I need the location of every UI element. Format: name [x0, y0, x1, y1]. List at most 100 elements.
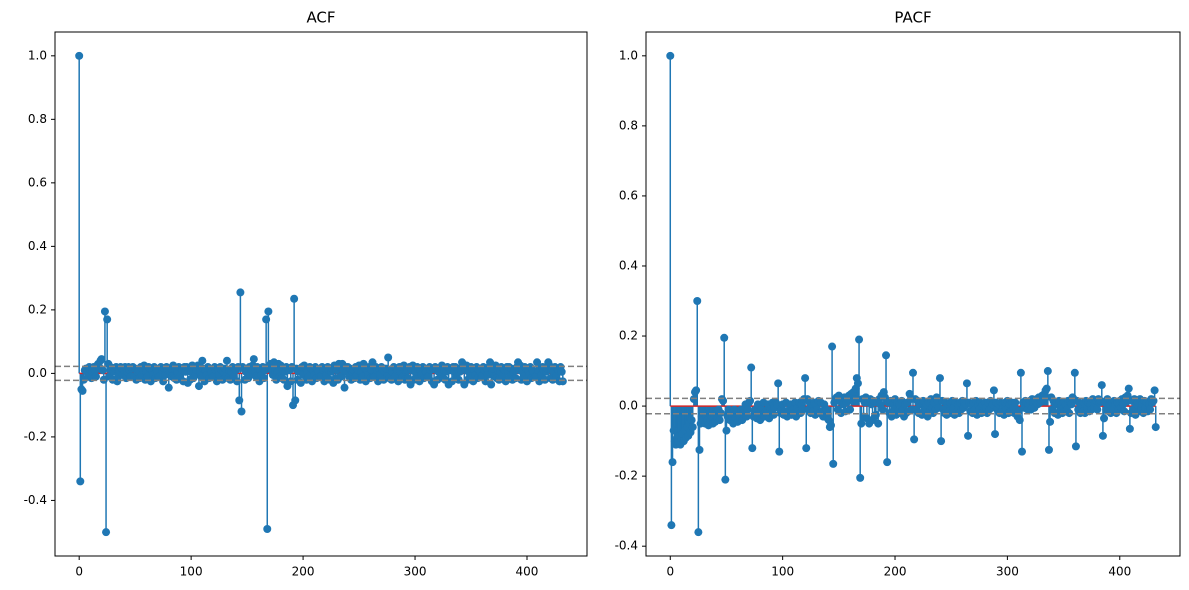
stem-marker: [883, 458, 892, 467]
stem-marker: [829, 459, 838, 468]
stem-marker: [721, 475, 730, 484]
stem-marker: [1070, 368, 1079, 377]
stem-marker: [856, 473, 865, 482]
stem-marker: [692, 386, 701, 395]
stem-marker: [1151, 423, 1160, 432]
stem-marker: [1098, 431, 1107, 440]
stem-marker: [774, 379, 783, 388]
y-tick-label: 0.2: [619, 329, 638, 343]
stem-marker: [557, 367, 566, 376]
stem-marker: [874, 419, 883, 428]
stem-marker: [798, 405, 807, 414]
y-tick-label: 0.0: [28, 366, 47, 380]
stem-marker: [98, 366, 107, 375]
stem-marker: [743, 405, 752, 414]
stem-marker: [742, 412, 751, 421]
stem-marker: [286, 377, 295, 386]
stem-marker: [1093, 405, 1102, 414]
stem-marker: [558, 377, 567, 386]
stem-marker: [487, 380, 496, 389]
stem-marker: [1097, 381, 1106, 390]
x-tick-label: 300: [404, 565, 427, 579]
y-tick-label: 0.2: [28, 302, 47, 316]
stem-marker: [855, 335, 864, 344]
stem-marker: [1044, 445, 1053, 454]
x-tick-label: 200: [884, 565, 907, 579]
stem-marker: [962, 379, 971, 388]
stem-marker: [76, 477, 85, 486]
stem-marker: [1123, 391, 1132, 400]
stem-marker: [1146, 405, 1155, 414]
stem-marker: [989, 386, 998, 395]
stem-marker: [233, 377, 242, 386]
stem-marker: [722, 426, 731, 435]
stem-marker: [694, 528, 703, 537]
stem-marker: [454, 375, 463, 384]
stem-marker: [668, 458, 677, 467]
stem-marker: [1043, 367, 1052, 376]
stem-marker: [222, 356, 231, 365]
y-tick-label: -0.4: [615, 539, 638, 553]
stem-marker: [826, 421, 835, 430]
stem-marker: [688, 423, 697, 432]
stem-marker: [748, 444, 757, 453]
y-tick-label: -0.4: [24, 493, 47, 507]
stem-marker: [1011, 398, 1020, 407]
stem-marker: [78, 386, 87, 395]
y-tick-label: 0.6: [619, 188, 638, 202]
stem-marker: [159, 377, 168, 386]
stem-marker: [235, 396, 244, 405]
stem-marker: [693, 297, 702, 306]
stem-marker: [878, 405, 887, 414]
stem-marker: [882, 351, 891, 360]
stem-marker: [1016, 368, 1025, 377]
stem-marker: [769, 410, 778, 419]
stem-marker: [103, 315, 112, 324]
stem-marker: [857, 419, 866, 428]
stem-marker: [340, 383, 349, 392]
stem-marker: [687, 416, 696, 425]
y-tick-label: 1.0: [619, 48, 638, 62]
stem-marker: [236, 288, 245, 297]
y-tick-label: 0.8: [28, 112, 47, 126]
stem-marker: [964, 431, 973, 440]
x-tick-label: 400: [516, 565, 539, 579]
stem-marker: [801, 374, 810, 383]
stem-marker: [802, 444, 811, 453]
stem-marker: [747, 363, 756, 372]
stem-marker: [669, 426, 678, 435]
stem-marker: [290, 294, 299, 303]
x-tick-label: 0: [666, 565, 674, 579]
stem-marker: [828, 342, 837, 351]
plot-area: PACF -0.4 -0.2 0.0 0.2 0.4 0.6 0.8 1.0 0 100 200 300…: [615, 9, 1181, 579]
stem-marker: [75, 51, 84, 60]
y-tick-label: -0.2: [24, 429, 47, 443]
stem-marker: [853, 379, 862, 388]
y-tick-label: -0.2: [615, 469, 638, 483]
stem-marker: [1018, 447, 1027, 456]
stem-marker: [695, 445, 704, 454]
stem-marker: [1125, 424, 1134, 433]
stem-marker: [337, 372, 346, 381]
stem-marker: [97, 355, 106, 364]
stem-marker: [249, 355, 258, 364]
stem-marker: [291, 396, 300, 405]
stem-marker: [1100, 414, 1109, 423]
stem-marker: [909, 368, 917, 377]
x-tick-label: 0: [75, 565, 83, 579]
plot-area: ACF -0.4 -0.2 0.0 0.2 0.4 0.6 0.8 1.0 0 100 200 300 4…: [24, 9, 588, 579]
stem-marker: [262, 315, 271, 324]
stem-marker: [164, 383, 173, 392]
axes-frame: [54, 31, 588, 557]
stem-marker: [1124, 384, 1133, 393]
stem-marker: [533, 358, 542, 367]
y-tick-label: 0.4: [619, 258, 638, 272]
x-tick-label: 100: [771, 565, 794, 579]
y-tick-label: 0.8: [619, 118, 638, 132]
y-tick-label: 0.4: [28, 239, 47, 253]
x-tick-label: 100: [180, 565, 203, 579]
stem-marker: [1150, 386, 1159, 395]
stem-marker: [822, 405, 831, 414]
chart-title: ACF: [306, 9, 335, 27]
stem-marker: [1042, 384, 1051, 393]
